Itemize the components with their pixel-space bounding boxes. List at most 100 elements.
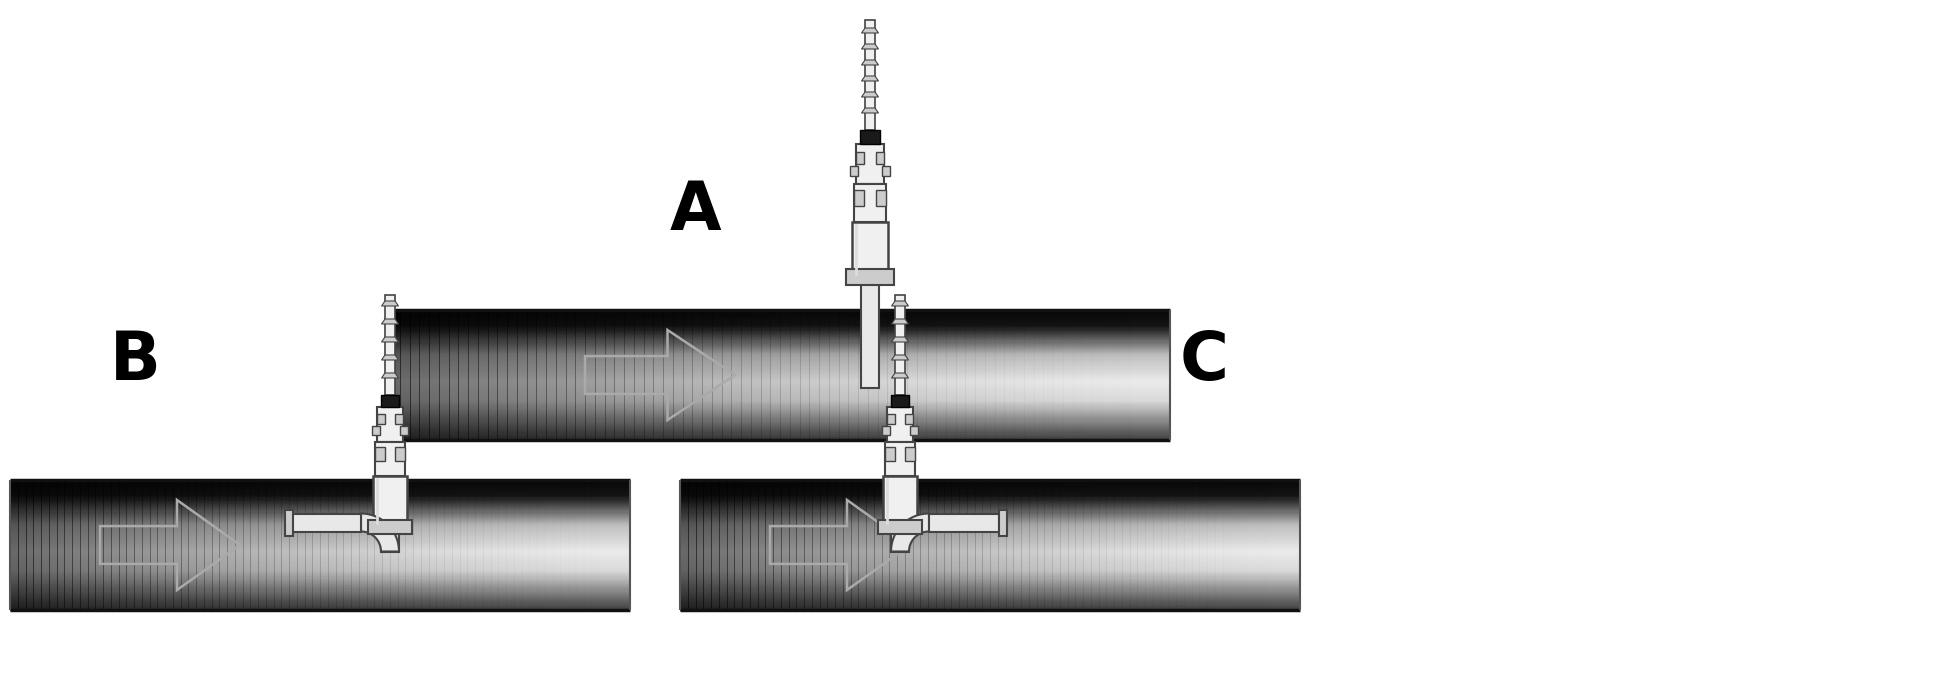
Bar: [391, 318, 1170, 320]
Bar: [799, 310, 810, 440]
Bar: [797, 480, 805, 610]
Bar: [391, 480, 398, 610]
Bar: [391, 400, 1170, 402]
Bar: [460, 480, 468, 610]
Bar: [681, 492, 1300, 494]
Bar: [10, 568, 630, 570]
Bar: [681, 496, 1300, 498]
Bar: [391, 376, 1170, 378]
Bar: [681, 486, 1300, 489]
Bar: [926, 310, 936, 440]
Bar: [808, 310, 820, 440]
Bar: [335, 480, 344, 610]
Bar: [10, 489, 630, 491]
Bar: [681, 587, 1300, 589]
Bar: [861, 130, 880, 144]
Bar: [681, 498, 1300, 500]
Bar: [10, 531, 630, 533]
Bar: [10, 564, 630, 566]
Bar: [888, 310, 897, 440]
Polygon shape: [381, 355, 398, 360]
Bar: [921, 480, 928, 610]
Bar: [1199, 480, 1209, 610]
Bar: [10, 583, 630, 585]
Bar: [391, 321, 1170, 323]
Bar: [391, 346, 1170, 348]
Bar: [857, 152, 864, 164]
Bar: [304, 480, 313, 610]
Bar: [391, 312, 1170, 314]
Bar: [1044, 480, 1052, 610]
Bar: [391, 413, 1170, 415]
Bar: [391, 310, 1170, 312]
Bar: [10, 577, 630, 579]
Bar: [391, 416, 1170, 418]
Bar: [385, 295, 395, 395]
Bar: [681, 607, 1300, 609]
Bar: [478, 310, 489, 440]
Bar: [10, 482, 630, 484]
Bar: [828, 480, 835, 610]
Bar: [681, 598, 1300, 600]
Bar: [681, 489, 1300, 491]
Bar: [373, 476, 406, 526]
Bar: [507, 480, 514, 610]
Bar: [10, 600, 630, 602]
Bar: [499, 480, 507, 610]
Bar: [10, 500, 630, 502]
Bar: [391, 347, 1170, 349]
Bar: [391, 432, 1170, 434]
Bar: [681, 502, 1300, 504]
Polygon shape: [861, 28, 878, 33]
Bar: [10, 577, 630, 579]
Bar: [861, 281, 878, 388]
Bar: [743, 480, 750, 610]
Bar: [391, 366, 1170, 369]
Bar: [284, 509, 292, 536]
Bar: [375, 442, 404, 476]
Bar: [391, 344, 1170, 346]
Bar: [391, 371, 1170, 373]
Bar: [607, 480, 615, 610]
Bar: [437, 480, 445, 610]
Bar: [10, 523, 630, 525]
Bar: [10, 539, 630, 541]
Bar: [1112, 310, 1122, 440]
Bar: [10, 599, 630, 601]
Bar: [1013, 310, 1025, 440]
Bar: [704, 480, 712, 610]
Bar: [1033, 310, 1044, 440]
Bar: [681, 502, 1300, 505]
Bar: [911, 426, 919, 435]
Bar: [681, 511, 1300, 514]
Bar: [10, 591, 630, 593]
Bar: [10, 561, 630, 564]
Bar: [391, 378, 1170, 380]
Bar: [770, 310, 781, 440]
Polygon shape: [861, 44, 878, 49]
Bar: [673, 310, 683, 440]
Bar: [391, 405, 1170, 407]
Bar: [391, 437, 1170, 439]
Polygon shape: [381, 301, 398, 306]
Bar: [10, 508, 630, 510]
Bar: [507, 310, 518, 440]
Bar: [391, 418, 1170, 421]
Bar: [391, 382, 1170, 384]
Bar: [64, 480, 73, 610]
Bar: [681, 585, 1300, 587]
Bar: [10, 572, 630, 574]
Bar: [681, 480, 1300, 482]
Bar: [10, 511, 630, 514]
Bar: [358, 480, 367, 610]
Bar: [888, 407, 913, 442]
Bar: [681, 515, 1300, 517]
Bar: [10, 514, 630, 516]
Bar: [727, 480, 735, 610]
Bar: [391, 323, 1170, 325]
Bar: [895, 295, 905, 395]
Bar: [1083, 480, 1093, 610]
Bar: [982, 480, 990, 610]
Bar: [10, 517, 630, 519]
Bar: [721, 310, 733, 440]
